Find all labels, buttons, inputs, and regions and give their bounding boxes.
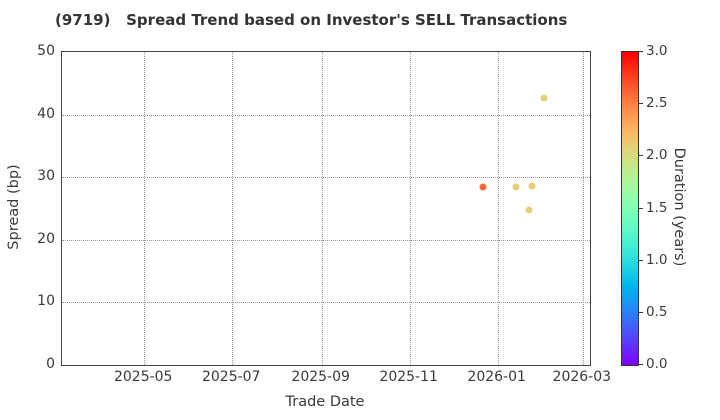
y-tick-label: 40 xyxy=(37,105,55,122)
y-gridline xyxy=(62,239,590,241)
y-tick-label: 30 xyxy=(37,168,55,185)
colorbar-tick xyxy=(639,51,643,52)
y-tick-label: 50 xyxy=(37,43,55,59)
colorbar-tick xyxy=(639,207,643,209)
data-point xyxy=(528,182,536,190)
y-gridline xyxy=(62,302,590,304)
colorbar-tick-label: 1.0 xyxy=(646,251,668,268)
x-tick-label: 2026-03 xyxy=(552,369,612,385)
y-tick-label: 0 xyxy=(46,356,55,372)
colorbar-tick-label: 2.0 xyxy=(646,147,668,164)
x-gridline xyxy=(232,52,234,365)
x-gridline xyxy=(321,52,323,365)
colorbar-tick xyxy=(639,259,643,261)
x-tick-label: 2025-07 xyxy=(201,369,261,385)
colorbar-tick-label: 0.0 xyxy=(646,356,668,372)
colorbar xyxy=(621,51,639,366)
data-point xyxy=(512,183,520,191)
colorbar-tick-label: 3.0 xyxy=(646,43,668,59)
data-point xyxy=(525,206,533,214)
colorbar-tick-label: 0.5 xyxy=(646,303,668,320)
plot-area xyxy=(61,51,591,366)
y-gridline xyxy=(62,177,590,179)
colorbar-tick xyxy=(639,311,643,313)
colorbar-tick-label: 2.5 xyxy=(646,95,668,112)
data-point xyxy=(540,94,548,102)
colorbar-tick xyxy=(639,155,643,157)
x-gridline xyxy=(144,52,146,365)
x-axis-label: Trade Date xyxy=(285,394,365,410)
y-tick-label: 20 xyxy=(37,230,55,247)
x-tick-label: 2025-11 xyxy=(379,369,438,385)
x-gridline xyxy=(497,52,499,365)
chart-title: (9719) Spread Trend based on Investor's … xyxy=(55,11,568,29)
colorbar-tick xyxy=(639,364,643,365)
y-tick-label: 10 xyxy=(37,293,55,310)
colorbar-tick xyxy=(639,103,643,105)
colorbar-label: Duration (years) xyxy=(671,147,687,267)
x-tick-label: 2026-01 xyxy=(467,369,526,385)
y-gridline xyxy=(62,114,590,116)
x-gridline xyxy=(582,52,584,365)
x-tick-label: 2025-09 xyxy=(291,369,350,385)
x-gridline xyxy=(409,52,411,365)
x-tick-label: 2025-05 xyxy=(113,369,173,385)
colorbar-tick-label: 1.5 xyxy=(646,199,668,216)
data-point xyxy=(479,183,487,191)
